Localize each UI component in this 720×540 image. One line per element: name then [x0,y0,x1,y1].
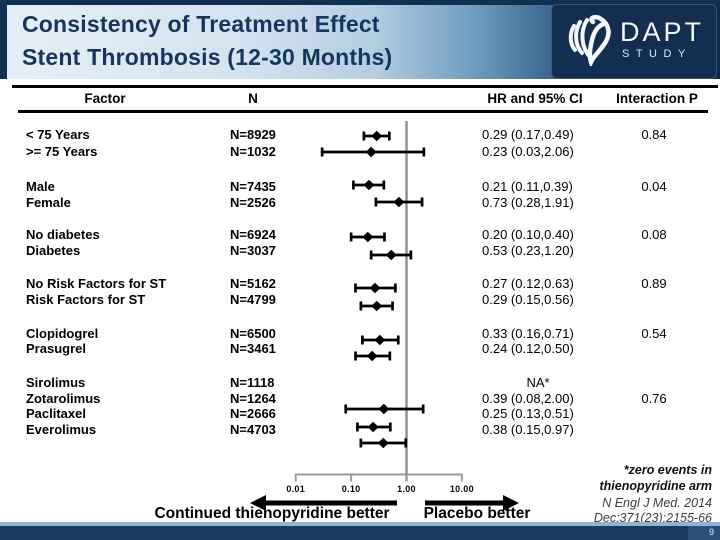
hr-ci-value: 0.29 (0.15,0.56) [482,292,574,307]
x-axis-tick-label: 1.00 [397,484,416,494]
n-value: N=1264 [230,391,276,406]
factor-label: Clopidogrel [26,326,99,341]
factor-label: Female [26,195,71,210]
column-header-n: N [248,91,258,106]
n-value: N=8929 [230,127,276,142]
factor-label: No Risk Factors for ST [26,276,167,291]
hr-point-diamond [363,179,375,191]
factor-label: Male [26,179,55,194]
factor-label: Prasugrel [26,341,86,356]
n-value: N=6924 [230,227,276,242]
slide-title: Consistency of Treatment Effect Stent Th… [22,8,392,74]
slide-title-line2: Stent Thrombosis (12-30 Months) [22,44,393,70]
factor-label: < 75 Years [26,127,90,142]
interaction-p-value: 0.54 [641,326,667,341]
hr-point-diamond [365,146,377,158]
factor-label: Sirolimus [26,375,86,390]
factor-label: Everolimus [26,422,97,437]
n-value: N=2526 [230,195,276,210]
hr-ci-value: 0.29 (0.17,0.49) [482,127,574,142]
left-arrow-label: Continued thienopyridine better [154,505,390,522]
hr-point-diamond [385,249,397,261]
interaction-p-value: 0.84 [641,127,667,142]
n-value: N=3037 [230,243,276,258]
hr-ci-value: 0.20 (0.10,0.40) [482,227,574,242]
factor-label: Paclitaxel [26,406,86,421]
factor-label: Diabetes [26,243,81,258]
hr-ci-value: 0.24 (0.12,0.50) [482,341,574,356]
hr-point-diamond [371,130,383,142]
factor-label: No diabetes [26,227,100,242]
x-axis-tick-label: 0.10 [341,484,361,494]
dapt-logo-plate [551,4,717,79]
header-underline-rule [18,110,708,113]
factor-label: Zotarolimus [26,391,101,406]
hr-ci-value: 0.21 (0.11,0.39) [482,179,573,194]
hr-ci-value: 0.27 (0.12,0.63) [482,276,574,291]
citation-line1: N Engl J Med. 2014 [602,496,712,510]
column-header-interaction-p: Interaction P [616,91,698,106]
n-value: N=1118 [230,375,275,390]
interaction-p-value: 0.76 [641,391,667,406]
n-value: N=7435 [230,179,276,194]
heart-logo-icon [568,14,611,66]
factor-label: >= 75 Years [26,144,98,159]
n-value: N=4799 [230,292,276,307]
hr-point-diamond [377,437,389,449]
hr-point-diamond [366,350,378,362]
n-value: N=4703 [230,422,276,437]
citation-line2: Dec;371(23):2155-66 [593,511,712,525]
column-header-factor: Factor [84,91,126,106]
hr-point-diamond [367,421,379,433]
hr-ci-value: 0.39 (0.08,2.00) [482,391,574,406]
hr-point-diamond [369,282,381,294]
footnote-zero-events-line1: *zero events in [623,463,712,477]
banner-top-border [0,0,720,5]
footnote-zero-events-line2: thienopyridine arm [599,479,712,493]
table-top-rule [12,85,718,88]
interaction-p-value: 0.04 [641,179,667,194]
interaction-p-value: 0.08 [641,227,667,242]
hr-point-diamond [362,231,374,243]
page-number: 9 [708,527,714,537]
n-value: N=6500 [230,326,276,341]
footer-accent-line [0,522,720,526]
factor-label: Risk Factors for ST [26,292,146,307]
n-value: N=1032 [230,144,276,159]
hr-point-diamond [374,334,386,346]
interaction-p-value: 0.89 [641,276,667,291]
hr-point-diamond [393,196,405,208]
slide-title-line1: Consistency of Treatment Effect [22,11,380,37]
x-axis-tick-label: 10.00 [449,484,474,494]
n-value: N=3461 [230,341,276,356]
logo-name-text: DAPT [620,17,705,47]
right-arrow-label: Placebo better [423,505,531,522]
x-axis-tick-label: 0.01 [286,484,306,494]
hr-ci-value-na: NA* [526,375,550,390]
column-header-hr-ci: HR and 95% CI [487,91,583,106]
logo-sub-text: STUDY [622,48,692,60]
hr-point-diamond [371,300,383,312]
n-value: N=5162 [230,276,276,291]
hr-ci-value: 0.33 (0.16,0.71) [482,326,574,341]
banner-left-border [0,0,7,79]
n-value: N=2666 [230,406,276,421]
footer-bar [0,526,720,540]
hr-ci-value: 0.53 (0.23,1.20) [482,243,574,258]
hr-point-diamond [378,403,390,415]
hr-ci-value: 0.73 (0.28,1.91) [482,195,574,210]
hr-ci-value: 0.38 (0.15,0.97) [482,422,574,437]
footer-page-box [688,526,720,540]
hr-ci-value: 0.23 (0.03,2.06) [482,144,574,159]
hr-ci-value: 0.25 (0.13,0.51) [482,406,574,421]
